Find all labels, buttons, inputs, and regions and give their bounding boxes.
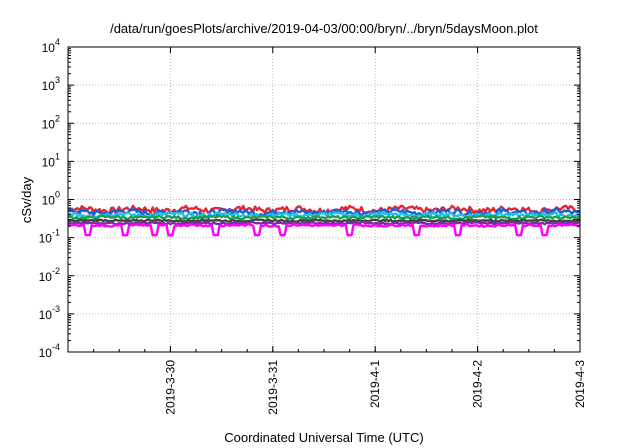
- y-tick-label: 10-3: [39, 304, 60, 322]
- y-axis-label: cSv/day: [19, 176, 34, 223]
- x-tick-label: 2019-4-2: [471, 360, 485, 408]
- y-tick-label: 103: [42, 75, 60, 93]
- series-line: [67, 218, 581, 223]
- y-tick-label: 10-4: [39, 342, 60, 360]
- y-tick-label: 104: [42, 37, 60, 55]
- y-tick-label: 101: [42, 151, 60, 169]
- grid-lines: [68, 47, 581, 352]
- x-axis: 2019-3-30 2019-3-31 2019-4-1 2019-4-2 2019-4…: [67, 47, 587, 415]
- x-tick-label: 2019-4-1: [368, 360, 382, 408]
- y-tick-label: 100: [42, 190, 60, 208]
- x-tick-label: 2019-3-30: [163, 360, 177, 415]
- chart-title: /data/run/goesPlots/archive/2019-04-03/0…: [110, 21, 538, 36]
- series-line: [67, 220, 581, 226]
- series-lines: [67, 204, 582, 237]
- series-line: [67, 222, 581, 237]
- y-tick-label: 10-1: [39, 228, 60, 246]
- y-tick-label: 102: [42, 113, 60, 131]
- series-line: [67, 214, 581, 221]
- x-tick-label: 2019-3-31: [266, 360, 280, 415]
- y-tick-label: 10-2: [39, 266, 60, 284]
- x-axis-label: Coordinated Universal Time (UTC): [224, 430, 423, 445]
- x-tick-label: 2019-4-3: [573, 360, 587, 408]
